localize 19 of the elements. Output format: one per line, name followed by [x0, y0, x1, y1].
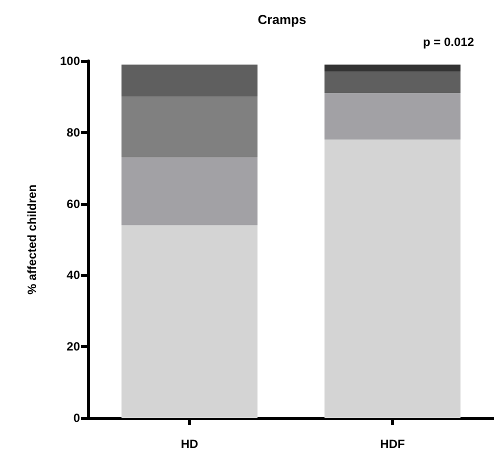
- bar: [324, 140, 461, 418]
- y-tick-label: 80: [66, 125, 80, 140]
- bar: [324, 72, 461, 94]
- text: p = 0.012: [422, 35, 474, 49]
- y-tick-label: 40: [66, 268, 80, 282]
- bar: [324, 93, 461, 140]
- x-tick-label: HDF: [380, 437, 405, 450]
- bar: [121, 157, 258, 226]
- y-axis-title: % affected children: [25, 184, 39, 295]
- bar: [121, 64, 258, 97]
- bar: [121, 225, 258, 418]
- x-tick-label: HD: [180, 437, 198, 450]
- chart-title: Cramps: [258, 12, 306, 27]
- y-tick-label: 0: [73, 411, 80, 425]
- y-tick-label: 20: [66, 340, 80, 354]
- y-tick-label: 60: [66, 196, 80, 211]
- bar: [324, 64, 461, 72]
- y-tick-label: 100: [60, 54, 80, 68]
- bar: [121, 96, 258, 158]
